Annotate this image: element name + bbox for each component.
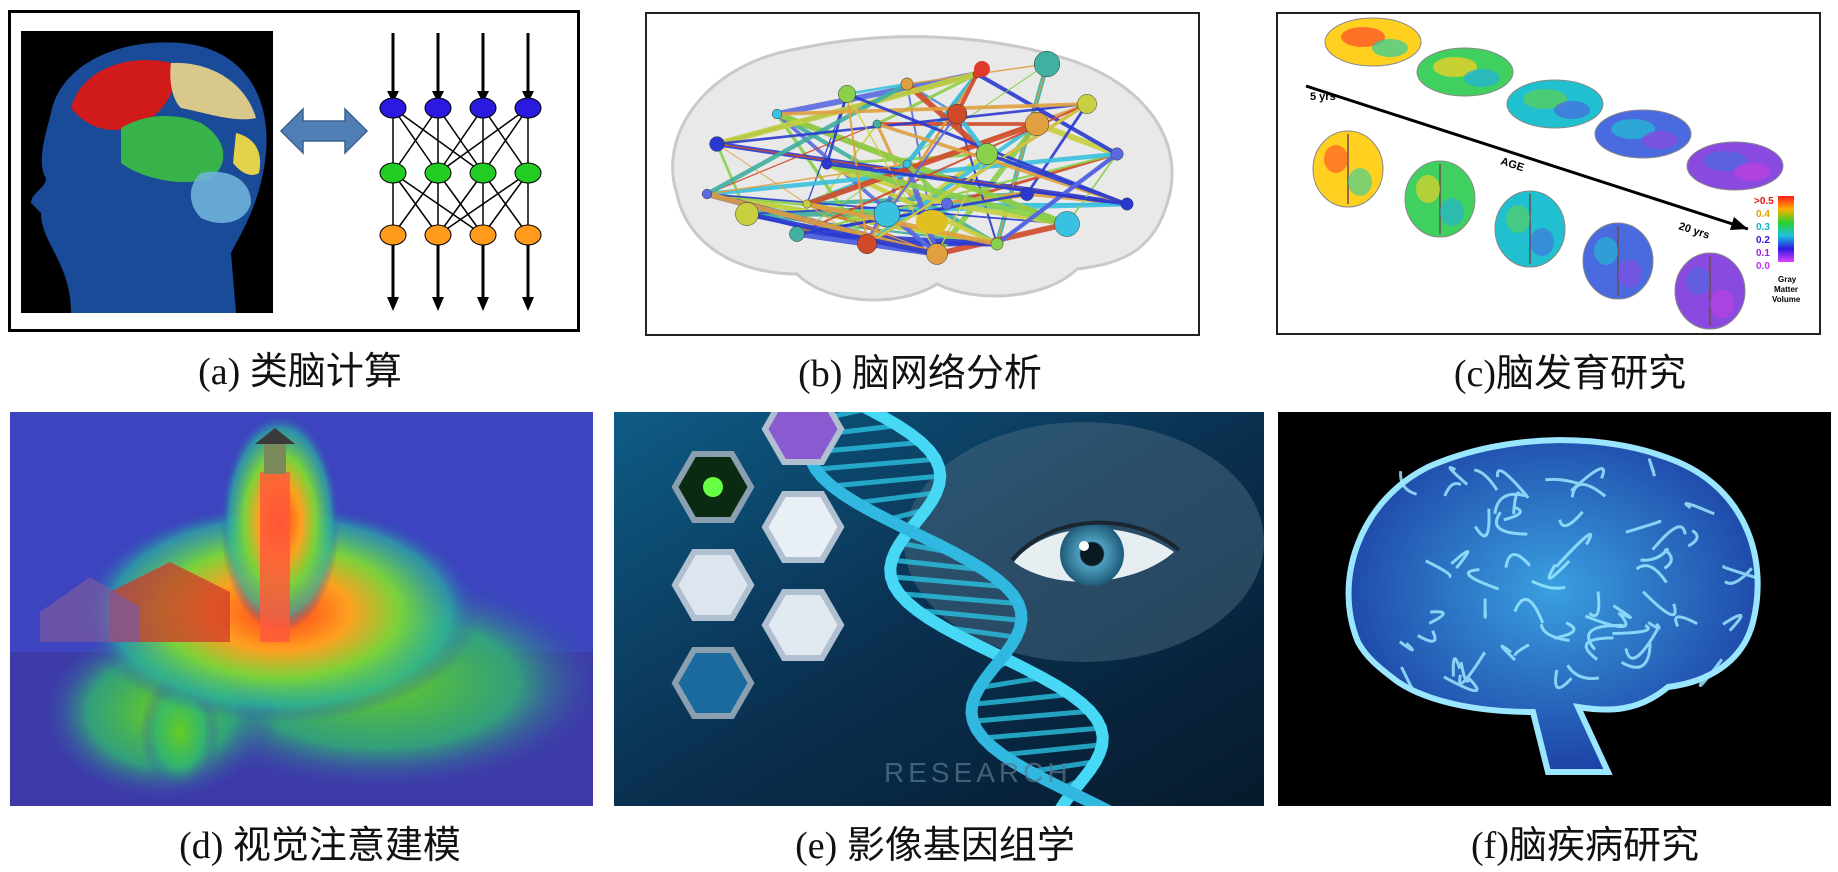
caption-c: (c)脑发育研究 — [1453, 353, 1687, 395]
neuron-node — [469, 97, 497, 119]
gray-matter-color-scale: >0.5 0.4 0.3 0.2 0.1 0.0 Gray Matter Vol… — [1754, 196, 1801, 304]
panel-f-brain-disease — [1278, 412, 1831, 806]
caption-f: (f)脑疾病研究 — [1471, 825, 1699, 867]
human-head-brain-image — [21, 31, 273, 314]
neuron-node — [379, 224, 407, 246]
caption-e: (e) 影像基因组学 — [795, 825, 1075, 867]
research-watermark: RESEARCH — [884, 757, 1072, 788]
neuron-node — [514, 224, 542, 246]
panel-b-brain-network — [645, 12, 1200, 336]
scale-label-01: 0.1 — [1756, 248, 1770, 259]
age-axis-label: AGE — [1499, 155, 1525, 174]
eye-icon — [1010, 520, 1181, 586]
scale-label-05: >0.5 — [1754, 196, 1774, 207]
panel-a-brain-computing — [8, 10, 580, 332]
double-arrow-icon — [279, 107, 369, 155]
lighthouse-icon — [40, 428, 295, 642]
neuron-node — [514, 162, 542, 184]
brain-icon — [1345, 437, 1761, 775]
panel-e-imaging-genomics: RESEARCH — [614, 412, 1264, 806]
neuron-node — [424, 97, 452, 119]
brain-network-graph — [701, 50, 1134, 265]
neural-network-diagram — [379, 33, 542, 311]
start-age-label: 5 yrs — [1310, 91, 1336, 103]
panel-c-brain-development: 5 yrs AGE 20 yrs >0.5 0.4 0.3 0.2 0.1 0.… — [1276, 12, 1821, 335]
scale-label-02: 0.2 — [1756, 235, 1770, 246]
legend-title-1: Gray — [1778, 275, 1797, 284]
legend-title-3: Volume — [1772, 295, 1801, 304]
legend-title-2: Matter — [1774, 285, 1798, 294]
neuron-node — [424, 224, 452, 246]
scale-label-00: 0.0 — [1756, 261, 1770, 272]
neuron-node — [469, 224, 497, 246]
brain-development-series — [1312, 17, 1784, 330]
scale-label-03: 0.3 — [1756, 222, 1770, 233]
panel-d-visual-attention — [10, 412, 593, 806]
caption-b: (b) 脑网络分析 — [798, 353, 1042, 395]
end-age-label: 20 yrs — [1677, 220, 1711, 241]
caption-d: (d) 视觉注意建模 — [179, 825, 461, 867]
caption-a: (a) 类脑计算 — [198, 351, 402, 393]
hexagon-gallery — [671, 412, 845, 719]
neuron-node — [424, 162, 452, 184]
scale-label-04: 0.4 — [1756, 209, 1770, 220]
neuron-node — [514, 97, 542, 119]
neuron-node — [379, 97, 407, 119]
neuron-node — [469, 162, 497, 184]
neuron-node — [379, 162, 407, 184]
